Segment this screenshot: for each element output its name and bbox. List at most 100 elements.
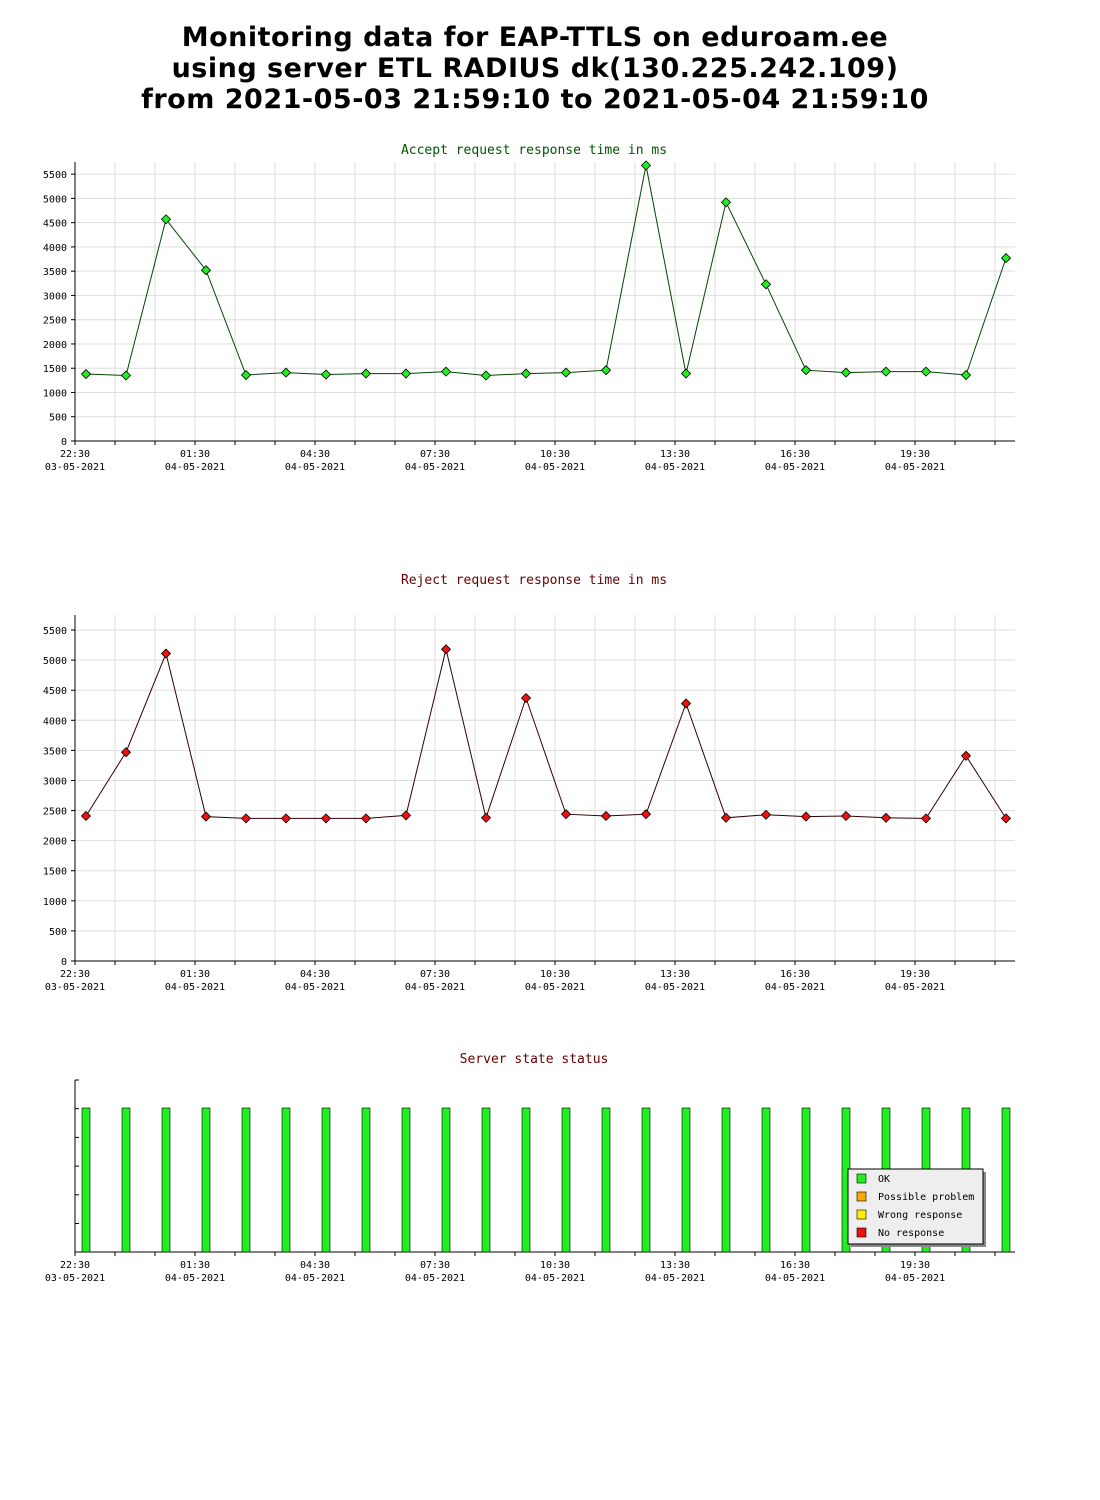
reject-data-point <box>400 810 412 821</box>
accept-data-point <box>760 279 772 290</box>
status-chart-title: Server state status <box>460 1052 609 1067</box>
reject-x-tick-date: 04-05-2021 <box>165 982 225 993</box>
status-x-tick-date: 04-05-2021 <box>285 1273 345 1284</box>
accept-x-tick-time: 10:30 <box>540 449 570 460</box>
accept-data-point <box>920 366 932 377</box>
legend-swatch <box>856 1191 867 1202</box>
status-x-tick-time: 19:30 <box>900 1260 930 1271</box>
reject-y-tick-label: 1000 <box>43 897 67 908</box>
reject-x-tick-time: 10:30 <box>540 969 570 980</box>
status-bar <box>241 1107 251 1253</box>
status-bar <box>641 1107 651 1253</box>
legend-swatch <box>856 1227 867 1238</box>
accept-x-tick-time: 01:30 <box>180 449 210 460</box>
accept-data-point <box>880 366 892 377</box>
accept-x-tick-date: 04-05-2021 <box>165 462 225 473</box>
accept-x-tick-time: 19:30 <box>900 449 930 460</box>
status-bar <box>321 1107 331 1253</box>
reject-data-point <box>680 698 692 709</box>
accept-chart-title: Accept request response time in ms <box>401 143 667 158</box>
accept-data-point <box>520 368 532 379</box>
status-x-tick-date: 04-05-2021 <box>645 1273 705 1284</box>
reject-data-point <box>440 644 452 655</box>
reject-data-point <box>920 813 932 824</box>
accept-y-tick-label: 1500 <box>43 364 67 375</box>
accept-x-tick-time: 07:30 <box>420 449 450 460</box>
accept-data-point <box>120 370 132 381</box>
reject-y-tick-label: 2500 <box>43 807 67 818</box>
accept-y-tick-label: 3500 <box>43 267 67 278</box>
reject-x-tick-time: 19:30 <box>900 969 930 980</box>
status-bar <box>521 1107 531 1253</box>
accept-x-tick-date: 03-05-2021 <box>45 462 105 473</box>
accept-x-tick-date: 04-05-2021 <box>645 462 705 473</box>
status-bar <box>81 1107 91 1253</box>
reject-x-tick-time: 07:30 <box>420 969 450 980</box>
status-bar <box>1001 1107 1011 1253</box>
status-bar <box>121 1107 131 1253</box>
reject-data-point <box>600 810 612 822</box>
status-bar <box>441 1107 451 1253</box>
accept-data-point <box>200 265 212 276</box>
accept-x-tick-date: 04-05-2021 <box>885 462 945 473</box>
reject-data-point <box>840 810 852 822</box>
accept-data-point <box>400 368 412 379</box>
accept-x-tick-time: 22:30 <box>60 449 90 460</box>
status-x-tick-time: 22:30 <box>60 1260 90 1271</box>
status-plot: 22:30 03-05-2021 01:30 04-05-2021 04:30 04-05… <box>45 1079 1015 1284</box>
legend-label: Possible problem <box>878 1192 974 1203</box>
legend-label: Wrong response <box>878 1210 962 1221</box>
accept-x-tick-date: 04-05-2021 <box>405 462 465 473</box>
accept-data-point <box>440 366 452 377</box>
status-bar <box>761 1107 771 1253</box>
title-line-1: Monitoring data for EAP-TTLS on eduroam.… <box>181 22 889 53</box>
legend-label: No response <box>878 1228 944 1239</box>
accept-x-tick-time: 04:30 <box>300 449 330 460</box>
status-x-tick-date: 04-05-2021 <box>405 1273 465 1284</box>
status-bar <box>481 1107 491 1253</box>
status-x-tick-time: 10:30 <box>540 1260 570 1271</box>
reject-data-point <box>880 812 892 823</box>
status-bar <box>161 1107 171 1253</box>
reject-x-tick-date: 04-05-2021 <box>645 982 705 993</box>
reject-data-point <box>280 813 292 824</box>
reject-x-tick-date: 04-05-2021 <box>285 982 345 993</box>
accept-y-tick-label: 4500 <box>43 219 67 230</box>
reject-y-tick-label: 2000 <box>43 837 67 848</box>
reject-y-tick-label: 5000 <box>43 656 67 667</box>
status-bar <box>401 1107 411 1253</box>
accept-data-point <box>80 368 92 380</box>
legend-label: OK <box>878 1174 890 1185</box>
reject-x-tick-time: 22:30 <box>60 969 90 980</box>
status-x-tick-date: 04-05-2021 <box>165 1273 225 1284</box>
page-title: Monitoring data for EAP-TTLS on eduroam.… <box>0 22 1070 115</box>
reject-series-line <box>85 649 1007 820</box>
accept-data-point <box>680 368 692 379</box>
accept-y-tick-label: 0 <box>61 437 67 448</box>
reject-data-point <box>240 813 252 824</box>
reject-data-point <box>160 648 172 659</box>
accept-data-point <box>720 197 732 208</box>
status-bar <box>361 1107 371 1253</box>
reject-data-point <box>320 813 332 824</box>
reject-y-tick-label: 3000 <box>43 776 67 787</box>
reject-x-tick-date: 04-05-2021 <box>405 982 465 993</box>
accept-series-line <box>85 165 1007 377</box>
reject-data-point <box>800 811 812 822</box>
status-bar <box>801 1107 811 1253</box>
accept-data-point <box>360 368 372 379</box>
reject-x-tick-date: 04-05-2021 <box>525 982 585 993</box>
reject-x-tick-time: 13:30 <box>660 969 690 980</box>
status-x-tick-time: 07:30 <box>420 1260 450 1271</box>
accept-y-tick-label: 5000 <box>43 194 67 205</box>
accept-y-tick-label: 5500 <box>43 170 67 181</box>
accept-y-tick-label: 1000 <box>43 388 67 399</box>
reject-x-tick-time: 16:30 <box>780 969 810 980</box>
reject-x-tick-date: 04-05-2021 <box>885 982 945 993</box>
reject-x-tick-date: 03-05-2021 <box>45 982 105 993</box>
reject-plot: 0 500 1000 1500 2000 2500 3000 3500 4000 4500 5000… <box>43 615 1015 993</box>
reject-y-tick-label: 4000 <box>43 716 67 727</box>
status-bar <box>681 1107 691 1253</box>
accept-data-point <box>560 367 572 378</box>
legend-swatch <box>856 1209 867 1220</box>
